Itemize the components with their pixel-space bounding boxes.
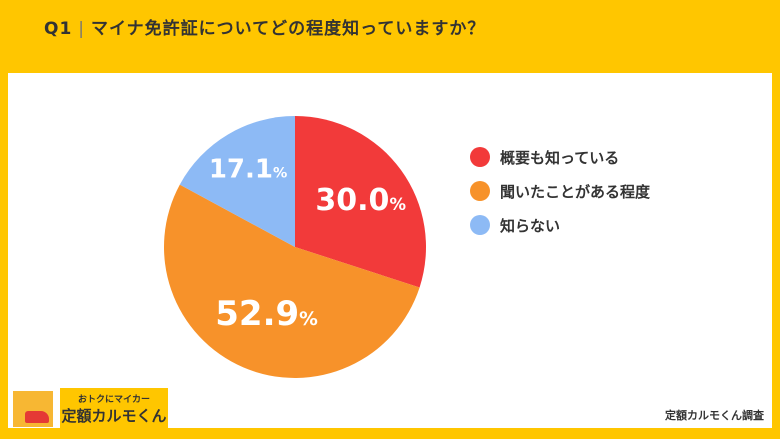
logo-tagline: おトクにマイカー [77, 395, 150, 405]
legend-item: 聞いたことがある程度 [470, 174, 650, 208]
legend-item: 知らない [470, 208, 650, 242]
legend-label: 概要も知っている [500, 148, 620, 167]
pie-slice-1 [164, 184, 420, 378]
logo-name: 定額カルモくん [61, 407, 167, 425]
logo: おトクにマイカー定額カルモくん [8, 388, 168, 428]
page-title: Q1 | マイナ免許証についてどの程度知っていますか？ [44, 14, 485, 39]
legend-label: 知らない [500, 216, 561, 235]
logo-mark-icon [13, 391, 53, 427]
pie-slice-0 [295, 116, 426, 288]
question-text: マイナ免許証についてどの程度知っていますか？ [91, 19, 486, 39]
legend-item: 概要も知っている [470, 140, 650, 174]
data-label: 17.1% [209, 154, 287, 184]
pie-slice-2 [179, 115, 295, 247]
question-number: Q1 [44, 19, 73, 39]
legend: 概要も知っている聞いたことがある程度 知らない [470, 140, 650, 242]
legend-swatch [470, 147, 490, 167]
legend-label: 聞いたことがある程度 [500, 182, 651, 201]
separator: | [78, 19, 86, 39]
legend-swatch [470, 215, 490, 235]
source-note: 定額カルモくん調査 [665, 409, 764, 422]
legend-swatch [470, 181, 490, 201]
car-icon [25, 411, 49, 423]
